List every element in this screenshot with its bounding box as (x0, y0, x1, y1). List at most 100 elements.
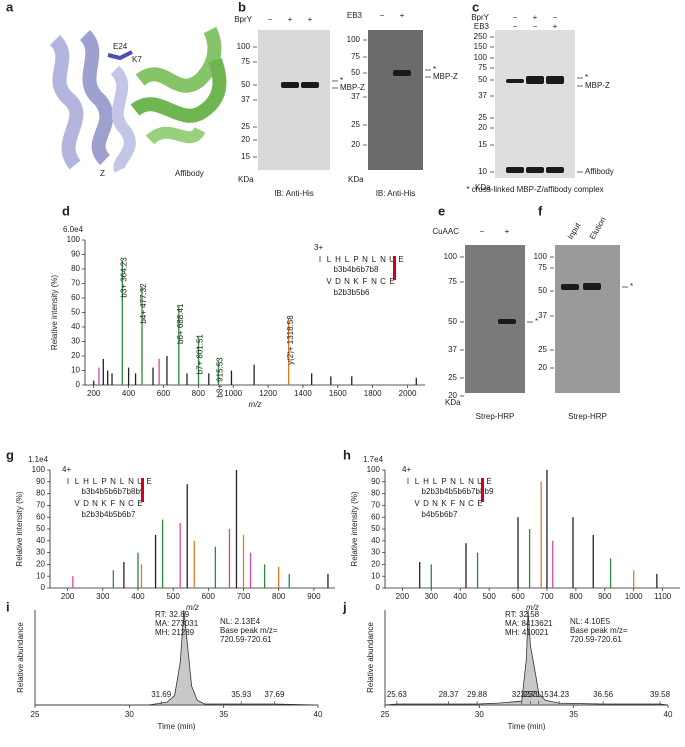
lane-sign: − (268, 15, 273, 24)
residue: N (432, 499, 438, 508)
peak-label: b8+ 915.53 (215, 357, 224, 398)
residue: C (380, 277, 386, 286)
y-tick-label: 20 (36, 560, 45, 569)
band (281, 82, 299, 88)
peak-label: 32.71 (520, 690, 541, 699)
band (583, 283, 601, 290)
residue: I (319, 255, 321, 264)
ion-label: b3 (343, 288, 352, 297)
residue: N (119, 499, 125, 508)
y-tick-label: 30 (36, 548, 45, 557)
marker-unit: KDa (348, 175, 364, 184)
info-text: 720.59-720.61 (570, 635, 622, 644)
residue: C (468, 499, 474, 508)
peak-label: 28.37 (439, 690, 460, 699)
residue: L (372, 255, 377, 264)
x-tick-label: 1000 (224, 389, 242, 398)
residue: H (423, 477, 429, 486)
y-tick-label: 60 (371, 512, 380, 521)
x-tick-label: 800 (192, 389, 206, 398)
ion-label: b8 (370, 265, 379, 274)
lane-header: BprY (234, 15, 252, 24)
y-tick-label: 100 (67, 235, 81, 244)
peak-label: 32.25 (512, 690, 533, 699)
x-tick-label: 1800 (364, 389, 382, 398)
info-text: MH: 21289 (155, 628, 195, 637)
marker-unit: KDa (445, 398, 461, 407)
residue: N (92, 499, 98, 508)
band-label: * (585, 73, 588, 82)
band (393, 70, 411, 76)
y-tick-label: 0 (76, 380, 81, 389)
panel-label: h (343, 447, 351, 462)
x-tick-label: 30 (125, 710, 134, 719)
ion-label: b4 (440, 487, 449, 496)
helix (49, 35, 84, 170)
marker-label: 20 (478, 123, 487, 132)
residue: N (344, 277, 350, 286)
residue: E (389, 277, 394, 286)
lane-header: Input (566, 220, 583, 241)
residue: E (477, 499, 482, 508)
marker-label: 50 (241, 80, 250, 89)
marker-label: 75 (478, 63, 487, 72)
blot-caption: IB: Anti-His (376, 189, 416, 198)
marker-label: 100 (444, 252, 458, 261)
x-tick-label: 30 (475, 710, 484, 719)
band-label: MBP-Z (585, 81, 610, 90)
peak-label: 33.15 (529, 690, 550, 699)
peak-label: 34.23 (549, 690, 570, 699)
ion-label: b6 (458, 487, 467, 496)
residue: N (110, 477, 116, 486)
y-axis-label: Relative intensity (%) (350, 491, 359, 566)
ion-label: b5 (100, 487, 109, 496)
band (546, 167, 564, 173)
y-tick-label: 50 (71, 308, 80, 317)
x-tick-label: 300 (96, 592, 110, 601)
band-label: MBP-Z (340, 83, 365, 92)
marker-label: 20 (241, 135, 250, 144)
residue: P (101, 477, 106, 486)
residue-label: K7 (132, 55, 142, 64)
residue: I (67, 477, 69, 486)
trace (35, 609, 319, 706)
x-tick-label: 35 (569, 710, 578, 719)
y-tick-label: 0 (376, 583, 381, 592)
ion-label: b8 (127, 487, 136, 496)
marker-label: 20 (538, 363, 547, 372)
blot-caption: Strep-HRP (568, 412, 607, 421)
residue: P (441, 477, 446, 486)
residue: L (120, 477, 125, 486)
marker-label: 75 (351, 52, 360, 61)
x-tick-label: 200 (87, 389, 101, 398)
y-tick-label: 90 (71, 250, 80, 259)
panel-label: f (538, 203, 543, 218)
marker-label: 25 (448, 373, 457, 382)
residue: L (433, 477, 438, 486)
blot-membrane (258, 30, 330, 170)
y-tick-label: 40 (71, 322, 80, 331)
x-tick-label: 900 (307, 592, 321, 601)
crosslink-bar (141, 478, 144, 502)
x-tick-label: 800 (569, 592, 583, 601)
blot-caption: IB: Anti-His (274, 189, 314, 198)
peak-label: y(2)+ 1318.58 (286, 315, 295, 365)
x-tick-label: 25 (381, 710, 390, 719)
ion-label: b7 (118, 487, 127, 496)
lane-sign: − (553, 13, 558, 22)
x-tick-label: 700 (237, 592, 251, 601)
x-tick-label: 700 (540, 592, 554, 601)
band (506, 79, 524, 83)
band (561, 284, 579, 290)
residue: L (75, 477, 80, 486)
info-text: NL: 2.13E4 (220, 617, 261, 626)
peak-label: b6+ 688.41 (176, 303, 185, 344)
peak-label: b3+ 364.23 (119, 257, 128, 298)
band-label: * (340, 76, 343, 85)
ion-label: b6 (352, 265, 361, 274)
panel-label: b (238, 0, 246, 14)
charge: 4+ (62, 465, 71, 474)
marker-label: 100 (237, 42, 251, 51)
lane-sign: − (380, 11, 385, 20)
x-tick-label: 1100 (654, 592, 672, 601)
